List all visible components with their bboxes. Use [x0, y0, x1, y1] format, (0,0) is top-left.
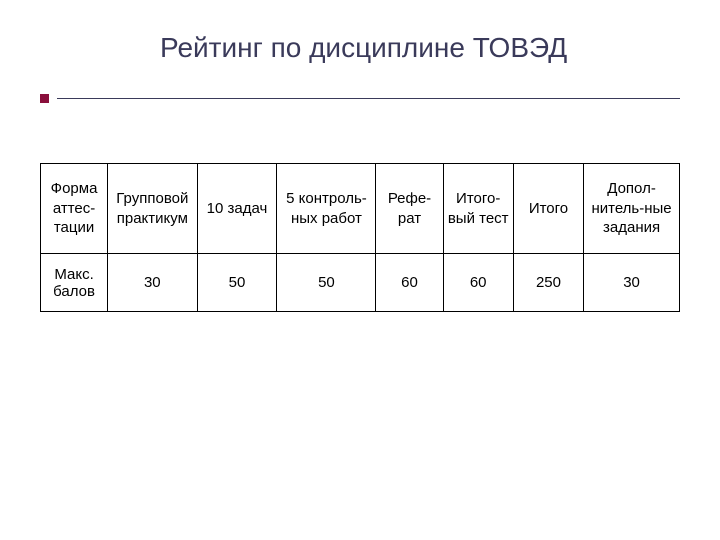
value-cell-referat: 60	[376, 254, 443, 312]
header-cell-total: Итого	[513, 164, 583, 254]
page-title: Рейтинг по дисциплине ТОВЭД	[160, 32, 670, 64]
divider-row	[0, 94, 720, 103]
header-cell-form: Форма аттес-тации	[41, 164, 108, 254]
title-area: Рейтинг по дисциплине ТОВЭД	[0, 0, 720, 64]
value-cell-total: 250	[513, 254, 583, 312]
header-cell-final-test: Итого-вый тест	[443, 164, 513, 254]
value-cell-tasks: 50	[197, 254, 277, 312]
header-cell-group: Групповой практикум	[108, 164, 197, 254]
value-cell-final-test: 60	[443, 254, 513, 312]
header-cell-referat: Рефе-рат	[376, 164, 443, 254]
row-label-cell: Макс. балов	[41, 254, 108, 312]
table-header-row: Форма аттес-тации Групповой практикум 10…	[41, 164, 680, 254]
value-cell-additional: 30	[584, 254, 680, 312]
header-cell-control: 5 контроль-ных работ	[277, 164, 376, 254]
rating-table: Форма аттес-тации Групповой практикум 10…	[40, 163, 680, 312]
table-data-row: Макс. балов 30 50 50 60 60 250 30	[41, 254, 680, 312]
table-area: Форма аттес-тации Групповой практикум 10…	[0, 163, 720, 312]
value-cell-control: 50	[277, 254, 376, 312]
divider-line	[57, 98, 680, 99]
value-cell-group: 30	[108, 254, 197, 312]
bullet-icon	[40, 94, 49, 103]
header-cell-tasks: 10 задач	[197, 164, 277, 254]
header-cell-additional: Допол-нитель-ные задания	[584, 164, 680, 254]
